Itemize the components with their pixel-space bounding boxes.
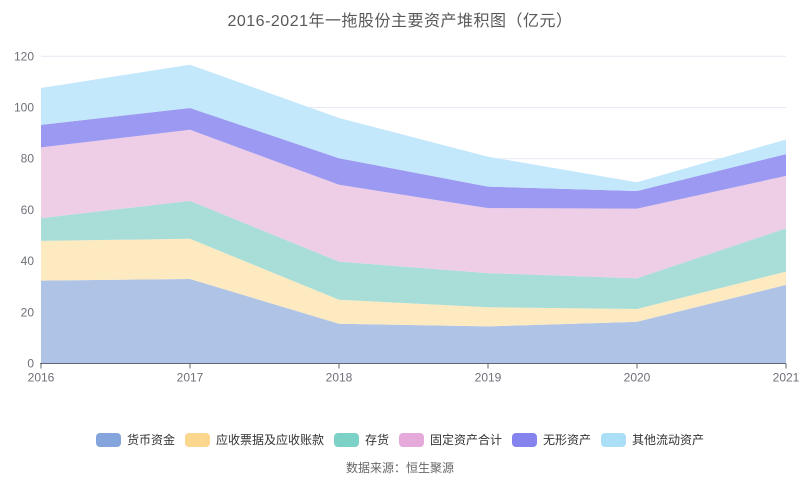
x-tick-label: 2018 — [326, 371, 353, 385]
legend-item-2[interactable]: 存货 — [333, 431, 389, 448]
legend-swatch-icon — [95, 432, 121, 447]
legend-swatch-icon — [184, 432, 210, 447]
legend-item-3[interactable]: 固定资产合计 — [399, 431, 502, 448]
y-tick-label: 60 — [21, 203, 35, 217]
legend-label: 无形资产 — [543, 433, 592, 447]
legend-label: 货币资金 — [126, 433, 175, 447]
x-tick-label: 2019 — [475, 371, 502, 385]
legend-swatch-icon — [399, 432, 424, 447]
x-tick-label: 2017 — [177, 371, 204, 385]
x-tick-label: 2016 — [28, 371, 55, 385]
x-tick-label: 2021 — [773, 371, 800, 385]
x-tick-label: 2020 — [624, 371, 651, 385]
legend-swatch-icon — [601, 432, 627, 447]
legend-item-0[interactable]: 货币资金 — [95, 431, 175, 448]
data-source-note: 数据来源：恒生聚源 — [345, 461, 454, 475]
legend-label: 固定资产合计 — [430, 433, 503, 447]
legend-swatch-icon — [512, 432, 538, 447]
legend-label: 存货 — [364, 433, 389, 447]
y-tick-label: 0 — [27, 357, 34, 371]
area-band-4 — [41, 108, 786, 209]
area-band-2 — [41, 200, 786, 309]
area-band-0 — [41, 279, 786, 364]
legend-label: 其他流动资产 — [632, 433, 705, 447]
chart-title: 2016-2021年一拖股份主要资产堆积图（亿元） — [227, 13, 573, 30]
y-tick-label: 80 — [21, 152, 35, 166]
y-tick-label: 120 — [14, 49, 34, 63]
y-tick-label: 20 — [21, 305, 35, 319]
legend-label: 应收票据及应收账款 — [215, 433, 324, 447]
legend-item-5[interactable]: 其他流动资产 — [601, 431, 704, 448]
area-band-5 — [41, 64, 786, 191]
legend-item-4[interactable]: 无形资产 — [512, 431, 591, 448]
legend-item-1[interactable]: 应收票据及应收账款 — [184, 431, 324, 448]
y-tick-label: 100 — [14, 101, 34, 115]
stacked-area-chart: 2016 2017 2018 2019 2020 2021 0 20 40 60 80 100 120 — [14, 49, 800, 385]
y-tick-label: 40 — [21, 254, 35, 268]
area-band-3 — [41, 129, 786, 279]
legend-swatch-icon — [333, 432, 359, 447]
chart-legend: 货币资金 应收票据及应收账款 存货 固定资产合计 无形资产 其他流动资产 — [0, 431, 800, 448]
area-band-1 — [41, 238, 786, 327]
